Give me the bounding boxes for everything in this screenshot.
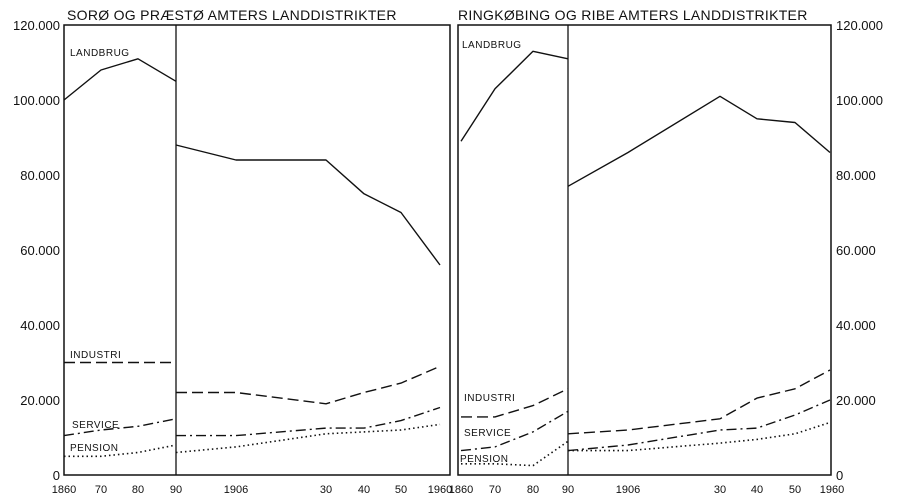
left-ytick-100000: 100.000 xyxy=(13,93,60,108)
right-ytick-40000: 40.000 xyxy=(836,318,876,333)
left-ytick-80000: 80.000 xyxy=(20,168,60,183)
left-xtick-40: 40 xyxy=(358,484,370,496)
right-xtick-1906: 1906 xyxy=(616,484,640,496)
right-label-service: SERVICE xyxy=(464,428,511,439)
left-series-industri-late xyxy=(176,365,441,405)
right-xtick-40: 40 xyxy=(751,484,763,496)
left-label-service: SERVICE xyxy=(72,420,119,431)
right-panel-title: RINGKØBING OG RIBE AMTERS LANDDISTRIKTER xyxy=(458,7,808,23)
left-panel-title: SORØ OG PRÆSTØ AMTERS LANDDISTRIKTER xyxy=(67,7,397,23)
left-ytick-60000: 60.000 xyxy=(20,243,60,258)
left-label-landbrug: LANDBRUG xyxy=(70,48,130,59)
left-ytick-120000: 120.000 xyxy=(13,18,60,33)
left-ytick-0: 0 xyxy=(53,468,60,483)
right-label-landbrug: LANDBRUG xyxy=(462,40,522,51)
left-xtick-1860: 1860 xyxy=(52,484,76,496)
left-xtick-70: 70 xyxy=(95,484,107,496)
left-xtick-80: 80 xyxy=(132,484,144,496)
left-series-pension-early xyxy=(64,444,177,458)
left-label-pension: PENSION xyxy=(70,443,119,454)
right-series-industri-late xyxy=(567,369,831,435)
right-ytick-20000: 20.000 xyxy=(836,393,876,408)
left-xtick-1906: 1906 xyxy=(224,484,248,496)
right-xtick-90: 90 xyxy=(562,484,574,496)
right-series-landbrug-late xyxy=(567,95,831,187)
left-series-pension-late xyxy=(175,423,441,454)
right-ytick-100000: 100.000 xyxy=(836,93,883,108)
left-label-industri: INDUSTRI xyxy=(70,350,121,361)
right-xtick-30: 30 xyxy=(714,484,726,496)
right-ytick-0: 0 xyxy=(836,468,843,483)
right-label-pension: PENSION xyxy=(460,454,509,465)
left-plot-frame xyxy=(63,24,451,476)
right-xtick-1860: 1860 xyxy=(449,484,473,496)
left-xtick-90: 90 xyxy=(170,484,182,496)
left-ytick-40000: 40.000 xyxy=(20,318,60,333)
right-ytick-80000: 80.000 xyxy=(836,168,876,183)
right-xtick-50: 50 xyxy=(789,484,801,496)
series-layer xyxy=(63,50,831,467)
left-series-service-late xyxy=(176,406,441,437)
left-series-landbrug-late xyxy=(175,144,441,266)
right-xtick-70: 70 xyxy=(489,484,501,496)
right-label-industri: INDUSTRI xyxy=(464,393,515,404)
right-series-industri-early xyxy=(461,388,569,418)
left-xtick-30: 30 xyxy=(320,484,332,496)
right-series-service-late xyxy=(567,399,831,452)
left-xtick-1960: 1960 xyxy=(428,484,452,496)
right-xtick-80: 80 xyxy=(527,484,539,496)
right-ytick-120000: 120.000 xyxy=(836,18,883,33)
right-plot-frame xyxy=(457,24,832,476)
right-ytick-60000: 60.000 xyxy=(836,243,876,258)
left-xtick-50: 50 xyxy=(395,484,407,496)
right-series-service-early xyxy=(460,410,569,452)
right-series-pension-late xyxy=(568,421,831,452)
right-xtick-1960: 1960 xyxy=(820,484,844,496)
right-series-landbrug-early xyxy=(460,50,569,142)
left-ytick-20000: 20.000 xyxy=(20,393,60,408)
left-series-landbrug-early xyxy=(63,58,177,101)
